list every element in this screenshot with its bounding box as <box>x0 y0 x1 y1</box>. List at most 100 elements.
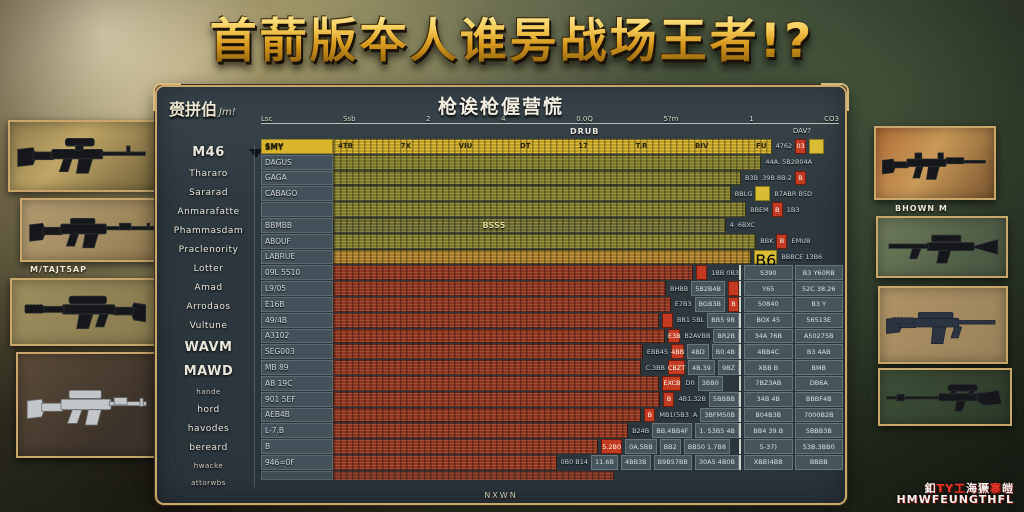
row-right-columns: Y65 52C 38.26 <box>739 281 843 296</box>
row-value-cell: BGB3B <box>694 296 725 312</box>
table-row: MB 89 C.3BB CBZT 4B.39 9BZ XBB B BMB <box>261 360 843 375</box>
gun-image-frame <box>878 368 1012 426</box>
row-right-value: A50275B <box>794 328 843 344</box>
row-value-txt: MB1(5B3 <box>659 410 689 419</box>
stat-bar <box>333 423 629 439</box>
stat-bar <box>333 360 642 375</box>
stat-bar <box>333 344 643 360</box>
row-right-value: XBB B <box>744 360 793 375</box>
stat-bar <box>333 407 642 423</box>
watermark-glyph: 寨 <box>990 481 1002 495</box>
row-track: BB1 5BL BB5 9B BOX 45 56513E <box>333 312 843 328</box>
row-value-cell: 4BB3B <box>620 454 651 470</box>
table-row: DAGUS 44A. 5B2B04A <box>261 154 843 170</box>
weapon-name: Arrodaos <box>186 302 231 312</box>
row-right-columns: 34B 4B BBBF4B <box>739 391 843 407</box>
row-track: C.3BB CBZT 4B.39 9BZ XBB B BMB <box>333 360 843 375</box>
row-label: 09L 5510 <box>261 265 333 281</box>
watermark: 釦TY工海獗寨皚 HMWFEUNGTHFL <box>896 483 1014 506</box>
row-track: BHBB 5B2B4B Y65 52C 38.26 <box>333 281 843 296</box>
gun-image-frame <box>878 286 1008 364</box>
row-track: BBEM B 1B3 <box>333 202 843 217</box>
row-value-txt: BBEM <box>750 205 769 214</box>
axis-tick: 5?m <box>663 115 679 123</box>
row-right-value: B04B3B <box>744 407 793 423</box>
row-right-columns: 4BB4C B3 4AB <box>739 344 843 360</box>
row-value-txt: 6BXC <box>737 221 755 230</box>
panel-footer: NXWN <box>484 491 518 500</box>
stat-bar <box>333 265 694 281</box>
row-label: DAGUS <box>261 154 333 170</box>
table-row: CABAGO BBLG B7ABR B5D <box>261 186 843 202</box>
row-label <box>261 470 333 480</box>
bar-segment-text: FU <box>756 142 767 151</box>
table-row: 946=0F 0B0 B14 11.6B 4BB3B B9B57BB 30A5 4B0B X… <box>261 454 843 470</box>
row-value-txt: 4B1.32B <box>678 395 707 404</box>
table-row: 09L 5510 1BB 0B3 S390 B3 Y60RB <box>261 265 843 281</box>
row-value-cell: BR2B <box>713 328 739 344</box>
row-value-rchip: B <box>771 202 783 217</box>
row-right-columns: 7BZ3AB DB6A <box>739 375 843 391</box>
bar-segment-text: 4TB <box>338 142 353 151</box>
row-value-cell: 4B.39 <box>688 360 715 375</box>
sniper-rifle-icon <box>886 383 1003 412</box>
table-row: AB 19C EXCB D0 3BB0 7BZ3AB DB6A <box>261 375 843 391</box>
weapon-name-column: M46 Thararo Sararad Anmarafatte Phammasdam Pr… <box>163 145 255 487</box>
weapon-name: hwacke <box>193 462 224 470</box>
bar-segment-text: DT <box>519 142 531 151</box>
table-row: 901 5EF B 4B1.32B 5BBBB 34B 4B BBBF4B <box>261 391 843 407</box>
stat-bar <box>333 296 671 312</box>
row-value-txt: BBBCE 13B6 <box>781 252 823 261</box>
stat-bar <box>333 249 752 265</box>
weapon-name: bereard <box>189 443 228 453</box>
axis-line <box>261 123 839 124</box>
row-label: L9/05 <box>261 281 333 296</box>
watermark-glyph: 釦 <box>924 481 937 495</box>
stat-bar <box>333 454 557 470</box>
axis-tick: CO3 <box>824 115 839 123</box>
row-right-value: BMB <box>794 360 843 375</box>
stat-bar <box>333 312 659 328</box>
row-value-txt: B7ABR B5D <box>774 189 813 198</box>
row-track: B 4B1.32B 5BBBB 34B 4B BBBF4B <box>333 391 843 407</box>
row-track: EBB45 4BB 4BD B0.4B 4BB4C B3 4AB <box>333 344 843 360</box>
row-track: 5.2B0 0A.5BB BB2 BB50 1.7B8 5-37) 53B.3BB0 <box>333 439 843 454</box>
weapon-name: Phammasdam <box>173 226 244 236</box>
row-right-value: 56513E <box>794 312 843 328</box>
row-value-rchip: B <box>794 170 806 186</box>
row-right-columns: 5-37) 53B.3BB0 <box>739 439 843 454</box>
row-value-cell: 4BD <box>687 344 709 360</box>
row-value-txt: BBK <box>760 237 774 246</box>
assault-rifle-scope-icon <box>17 137 146 174</box>
row-value-txt: D0 <box>685 379 695 388</box>
panel-title: 枪诶枪偓营慌 <box>437 96 564 118</box>
watermark-line1: 釦TY工海獗寨皚 <box>896 483 1014 495</box>
row-value-cell: B9B57BB <box>653 454 692 470</box>
row-right-value: B3 4AB <box>794 344 843 360</box>
table-row: BBMBB BSS5 4 6BXC <box>261 217 843 233</box>
table-row: ABOUF BBK B EMUB <box>261 233 843 249</box>
stat-bar: 4TB 7X VIU DT 17 T.R BIV FU <box>333 139 772 154</box>
row-value-rchip: CBZT <box>668 360 685 375</box>
row-value-txt: 1B3 <box>786 205 800 214</box>
row-right-value: BBBB <box>794 454 843 470</box>
page-title: 首葥版夲人谁昘战场王者!? <box>0 2 1024 71</box>
gun-image-frame <box>16 352 160 458</box>
bar-segment-text: T.R <box>635 142 648 151</box>
row-label: 946=0F <box>261 454 333 470</box>
row-value-rchip: B <box>728 296 739 312</box>
table-row: B 5.2B0 0A.5BB BB2 BB50 1.7B8 5-37) 53B.3BB0 <box>261 439 843 454</box>
row-value-cell: BB2 <box>659 439 681 454</box>
stat-bar <box>333 202 747 217</box>
row-right-value: 34B 4B <box>744 391 793 407</box>
stats-table: SMY 4TB 7X VIU DT 17 T.R BIV FU 4762 03 DAGUS 44A. 5… <box>261 139 843 480</box>
row-track <box>333 470 843 480</box>
row-value-txt: BB1 5BL <box>676 316 705 325</box>
row-track: B24B BB.4BB4F 1. 53B5 4B BB4 39.B 5BBB3B <box>333 423 843 439</box>
row-track: 4TB 7X VIU DT 17 T.R BIV FU 4762 03 <box>333 139 843 154</box>
row-value-rchip: 03 <box>795 139 807 154</box>
table-row <box>261 470 843 480</box>
row-label: GAGA <box>261 170 333 186</box>
row-value-ychip <box>755 186 771 202</box>
carbine-rifle-icon <box>886 312 996 345</box>
